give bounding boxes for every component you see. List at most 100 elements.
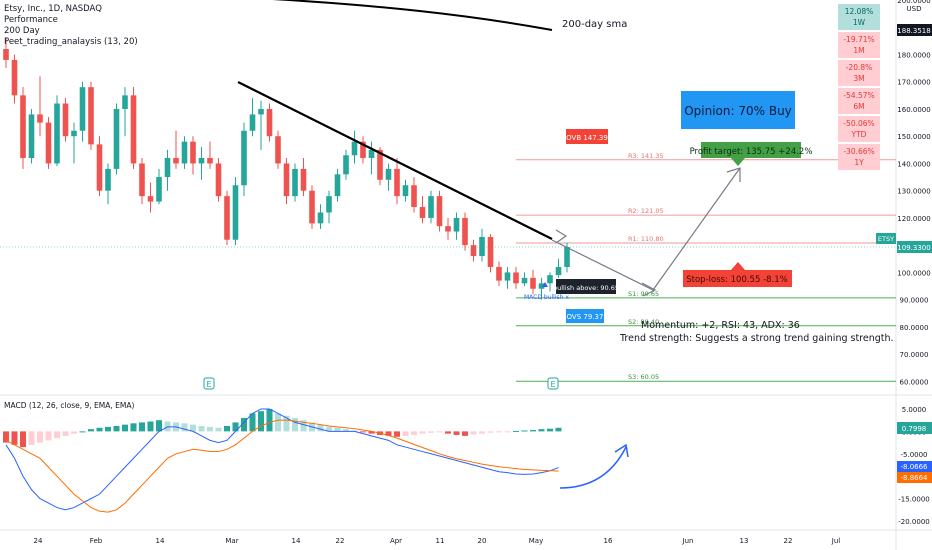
candle-body: [198, 158, 205, 164]
candle: [547, 272, 553, 292]
macd-histogram-bar: [181, 423, 188, 432]
candle-body: [45, 122, 52, 164]
time-tick-label: 14: [156, 537, 165, 545]
candle-body: [394, 168, 400, 197]
candle: [317, 204, 324, 229]
indicator-peet[interactable]: Peet_trading_analaysis (13, 20): [4, 37, 138, 47]
candle-body: [3, 49, 9, 60]
candle: [3, 38, 9, 69]
macd-histogram-bar: [385, 431, 392, 436]
earnings-marker[interactable]: E: [203, 377, 215, 390]
svg-text:Opinion: 70% Buy: Opinion: 70% Buy: [684, 104, 792, 118]
macd-title: MACD (12, 26, close, 9, EMA, EMA): [4, 401, 134, 410]
candle-body: [513, 272, 519, 284]
candle: [215, 158, 222, 202]
price-tick-label: 120.0000: [897, 215, 930, 223]
candle: [181, 136, 188, 169]
candle-body: [96, 144, 103, 191]
candle: [402, 179, 409, 202]
macd-histogram-bar: [147, 421, 154, 432]
candle-body: [453, 217, 460, 232]
price-tick-label: 100.0000: [897, 269, 930, 277]
svg-text:Stop-loss: 100.55 -8.1%: Stop-loss: 100.55 -8.1%: [686, 275, 787, 285]
macd-histogram-bar: [411, 431, 417, 435]
time-tick-label: 20: [478, 537, 487, 545]
candle-body: [232, 185, 239, 240]
candle: [207, 141, 213, 169]
candle-body: [402, 185, 409, 197]
candle: [555, 258, 562, 278]
candle: [139, 158, 145, 205]
indicator-200-day[interactable]: 200 Day: [4, 26, 40, 36]
candle-body: [334, 174, 341, 197]
candle: [156, 168, 162, 205]
macd-histogram-bar: [62, 431, 69, 436]
time-tick-label: Jun: [682, 537, 694, 545]
candle-body: [530, 277, 536, 289]
macd-histogram-bar: [326, 426, 332, 432]
time-tick-label: Jul: [831, 537, 841, 545]
macd-histogram-bar: [249, 413, 256, 432]
candle: [496, 261, 502, 287]
svg-text:ETSY: ETSY: [878, 235, 894, 243]
macd-histogram-bar: [241, 417, 247, 432]
earnings-marker[interactable]: E: [547, 377, 559, 390]
candle-body: [360, 141, 366, 158]
time-axis-ticks: 24 Feb 14 Mar 14 22 Apr 11 20 May 16 Jun 13 22 Jul: [34, 537, 841, 545]
macd-histogram-bar: [513, 430, 519, 432]
candle-body: [54, 103, 60, 164]
macd-histogram-bar: [139, 422, 145, 432]
candle: [309, 185, 315, 229]
candle-body: [173, 158, 179, 164]
macd-histogram-bar: [402, 431, 409, 436]
price-tick-label: 160.0000: [897, 106, 930, 114]
time-tick-label: 24: [34, 537, 43, 545]
macd-histogram-bar: [445, 431, 451, 434]
candle-body: [496, 266, 502, 281]
macd-histogram-bar: [547, 428, 553, 432]
price-tick-label: 180.0000: [897, 51, 930, 59]
candle: [419, 196, 426, 224]
time-tick-label: 22: [784, 537, 793, 545]
macd-histogram-bar: [190, 424, 196, 432]
macd-histogram-bar: [11, 431, 18, 445]
macd-histogram-bar: [71, 431, 77, 434]
candlestick-series: [3, 38, 570, 300]
macd-histogram-bar: [224, 426, 230, 432]
candle: [326, 190, 332, 224]
macd-histogram-bar: [360, 431, 366, 433]
macd-histogram-bar: [198, 426, 205, 432]
macd-histogram-bar: [105, 426, 111, 432]
macd-histogram-bar: [45, 431, 52, 441]
candle: [113, 103, 120, 175]
candle-body: [275, 136, 281, 164]
candle: [394, 158, 400, 205]
candle: [11, 54, 18, 104]
performance-cell: -50.06% YTD: [838, 116, 880, 142]
indicator-performance[interactable]: Performance: [4, 15, 58, 25]
candle: [385, 163, 392, 191]
svg-text:E: E: [206, 380, 211, 389]
time-tick-label: 16: [604, 537, 613, 545]
macd-histogram-bar: [79, 431, 86, 433]
price-tick-label: 70.0000: [900, 351, 929, 359]
candle: [360, 136, 366, 164]
symbol-title[interactable]: Etsy, Inc., 1D, NASDAQ: [4, 4, 102, 14]
candle: [428, 190, 434, 224]
candle: [334, 168, 341, 202]
performance-cell: -20.8% 3M: [838, 60, 880, 86]
candle: [513, 266, 519, 289]
signal-line: [5, 419, 559, 513]
svg-text:0.7998: 0.7998: [902, 425, 927, 433]
macd-histogram-bar: [283, 415, 290, 432]
candle: [122, 87, 128, 137]
arrowhead-right: [555, 229, 568, 244]
macd-histogram-bar: [28, 431, 35, 445]
candle-body: [462, 217, 468, 246]
candle: [343, 149, 349, 180]
macd-histogram-bar: [394, 431, 400, 437]
candle-body: [564, 246, 570, 267]
candle-body: [147, 196, 154, 202]
candle: [88, 81, 94, 150]
